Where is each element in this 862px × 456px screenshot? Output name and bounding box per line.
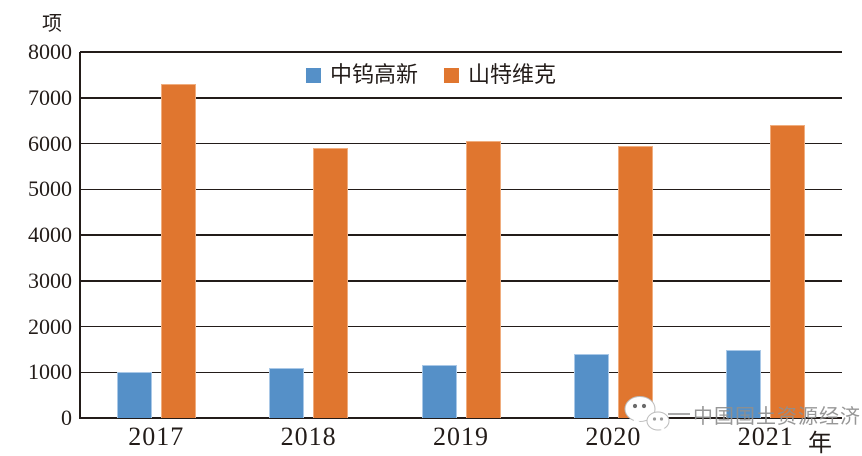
- bar-zhongwu-gaoxin-2018: [269, 367, 305, 418]
- gridline-5000: [80, 188, 842, 190]
- bar-sandvik-2021: [770, 125, 806, 418]
- legend: 中钨高新 山特维克: [305, 62, 556, 88]
- legend-item-sandvik: 山特维克: [444, 62, 556, 88]
- y-axis-unit-label: 项: [42, 13, 62, 35]
- legend-label-zhongwu-gaoxin: 中钨高新: [329, 62, 418, 87]
- y-axis-line: [79, 52, 81, 419]
- y-tick-7000: 7000: [28, 84, 72, 110]
- watermark: 中国国土资源经济: [620, 392, 862, 436]
- y-tick-8000: 8000: [28, 39, 72, 64]
- wechat-icon: [624, 396, 670, 433]
- x-tick-2019: 2019: [433, 422, 489, 451]
- bar-sandvik-2018: [313, 148, 349, 418]
- x-tick-2020: 2020: [585, 422, 642, 451]
- x-tick-2018: 2018: [280, 422, 337, 451]
- gridline-3000: [80, 280, 842, 282]
- y-tick-4000: 4000: [28, 222, 72, 247]
- gridline-8000: [80, 51, 842, 53]
- gridline-4000: [80, 234, 842, 236]
- x-tick-2017: 2017: [128, 422, 185, 451]
- bar-sandvik-2020: [617, 145, 653, 418]
- y-tick-0: 0: [61, 405, 72, 430]
- gridline-2000: [80, 325, 842, 328]
- legend-swatch-sandvik: [444, 67, 459, 83]
- x-axis-line: [80, 417, 842, 419]
- watermark-dash: [668, 413, 690, 415]
- bar-zhongwu-gaoxin-2019: [421, 365, 457, 418]
- gridline-7000: [80, 97, 842, 99]
- y-tick-2000: 2000: [28, 313, 72, 339]
- y-tick-6000: 6000: [28, 130, 72, 156]
- bar-zhongwu-gaoxin-2017: [116, 372, 152, 418]
- y-tick-5000: 5000: [28, 176, 72, 202]
- legend-swatch-zhongwu-gaoxin: [305, 67, 321, 83]
- bar-sandvik-2019: [465, 141, 501, 418]
- watermark-text: 中国国土资源经济: [693, 405, 861, 428]
- y-tick-3000: 3000: [28, 267, 72, 293]
- gridline-6000: [80, 142, 842, 145]
- legend-label-sandvik: 山特维克: [468, 62, 557, 87]
- x-tick-2021: 2021: [737, 422, 794, 451]
- gridline-1000: [80, 371, 842, 373]
- bar-zhongwu-gaoxin-2021: [726, 350, 762, 418]
- legend-item-zhongwu-gaoxin: 中钨高新: [305, 62, 418, 88]
- bar-sandvik-2017: [160, 84, 196, 418]
- bar-zhongwu-gaoxin-2020: [573, 353, 609, 418]
- x-axis-unit-label: 年: [808, 431, 832, 456]
- y-tick-1000: 1000: [28, 359, 72, 385]
